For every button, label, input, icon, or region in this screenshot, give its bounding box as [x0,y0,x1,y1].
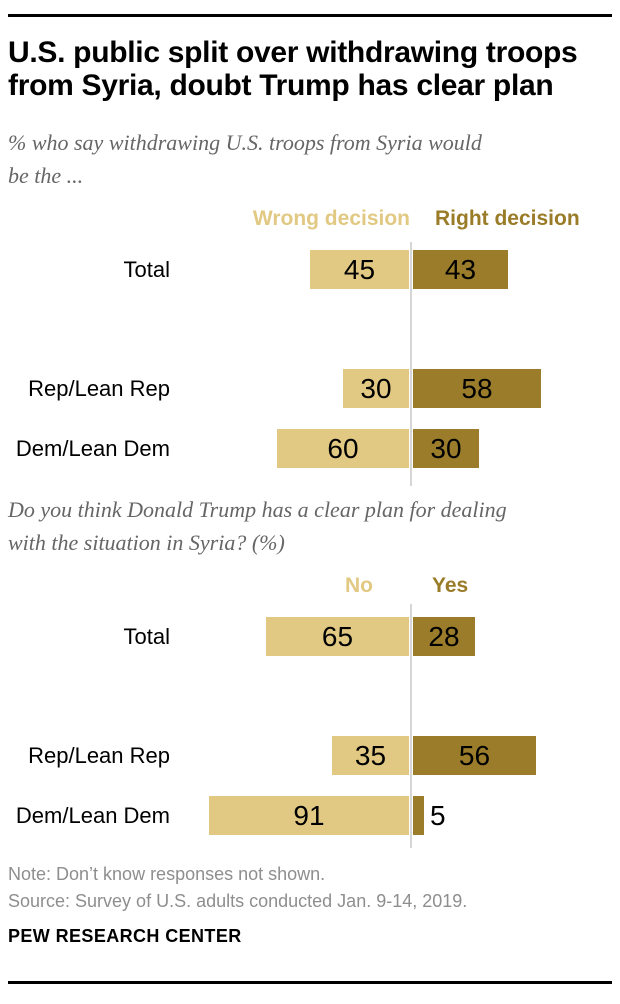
bar-right-segment: 43 [413,250,508,289]
chart-row: Total 65 28 [0,617,620,656]
chart-row: Rep/Lean Rep 35 56 [0,736,620,775]
chart2-center-axis-line [410,604,412,848]
bar-right-segment: 5 [413,796,446,835]
row-category-label: Dem/Lean Dem [15,803,170,828]
chart-row: Dem/Lean Dem 91 5 [0,796,620,835]
chart2-question: Do you think Donald Trump has a clear pl… [8,497,507,555]
bar-right-segment: 58 [413,369,541,408]
row-category-label: Rep/Lean Rep [28,743,170,768]
bar-right-segment: 28 [413,617,475,656]
bar-left-segment: 91 [209,796,409,835]
bar-value-label: 5 [430,800,446,831]
bar-value-label: 91 [293,800,325,831]
row-category-label: Rep/Lean Rep [28,376,170,401]
chart1-question: % who say withdrawing U.S. troops from S… [8,130,482,188]
chart-row: Rep/Lean Rep 30 58 [0,369,620,408]
chart2-rows: Total 65 28 Rep/Lean Rep 35 56 Dem/Lean Dem 91 5 [0,617,620,835]
bar-left-segment: 65 [266,617,409,656]
bottom-rule [8,981,612,984]
bar-left-segment: 45 [310,250,409,289]
chart1-right-column-header: Right decision [435,207,580,230]
source-text: Source: Survey of U.S. adults conducted … [8,891,468,911]
bar-left-segment: 35 [332,736,409,775]
bar-right-segment: 56 [413,736,536,775]
bar-value-label: 58 [461,373,493,404]
bar-value-label: 65 [321,621,354,652]
bar-value-label: 60 [327,433,359,464]
bar-value-label: 28 [428,621,460,652]
bar-left-segment: 60 [277,429,409,468]
chart1-left-column-header: Wrong decision [252,207,410,230]
bar-right-segment: 30 [413,429,479,468]
row-category-label: Dem/Lean Dem [15,436,170,461]
bar-value-label: 30 [360,373,392,404]
bar-value-label: 45 [343,254,376,285]
chart-row: Dem/Lean Dem 60 30 [0,429,620,468]
chart2-left-column-header: No [345,574,373,597]
note-text: Note: Don’t know responses not shown. [8,864,326,884]
top-rule [8,14,612,17]
row-category-label: Total [123,624,170,649]
chart-row: Total 45 43 [0,250,620,289]
chart2-right-column-header: Yes [432,574,469,597]
bar-value-label: 43 [444,254,477,285]
bar-left-segment: 30 [343,369,409,408]
row-category-label: Total [123,257,170,282]
bar-value-label: 56 [458,740,491,771]
chart1-center-axis-line [410,242,412,486]
chart1-rows: Total 45 43 Rep/Lean Rep 30 58 Dem/Lean Dem 60 3… [0,250,620,468]
page-title: U.S. public split over withdrawing troop… [8,36,578,102]
bar-value-label: 35 [354,740,387,771]
pew-research-center-wordmark: PEW RESEARCH CENTER [8,926,242,946]
bar-value-label: 30 [430,433,462,464]
